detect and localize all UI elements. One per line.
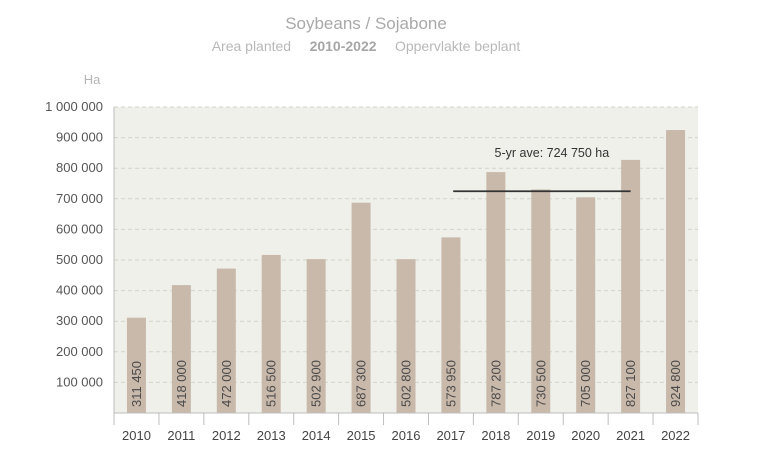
bar-2018 <box>486 172 506 413</box>
data-label-2013: 516 500 <box>264 360 279 407</box>
x-tick-label: 2013 <box>257 428 286 443</box>
data-label-2015: 687 300 <box>354 360 369 407</box>
bar-2012 <box>216 268 236 413</box>
data-label-2014: 502 900 <box>309 360 324 407</box>
y-tick-label: 900 000 <box>56 130 103 145</box>
x-tick-label: 2021 <box>616 428 645 443</box>
x-tick-label: 2019 <box>526 428 555 443</box>
x-tick-label: 2014 <box>302 428 331 443</box>
bar-2014 <box>306 259 326 413</box>
average-label: 5-yr ave: 724 750 ha <box>495 146 610 160</box>
x-tick-label: 2012 <box>212 428 241 443</box>
chart-subtitle: Area planted 2010-2022 Oppervlakte bepla… <box>212 38 521 55</box>
bar-2019 <box>531 189 551 413</box>
data-label-2021: 827 100 <box>623 360 638 407</box>
y-tick-label: 700 000 <box>56 191 103 206</box>
subtitle-years: 2010-2022 <box>310 38 377 54</box>
x-tick-label: 2015 <box>347 428 376 443</box>
bar-2015 <box>351 202 371 413</box>
average-annotation: 5-yr ave: 724 750 ha <box>453 146 631 193</box>
y-tick-label: 400 000 <box>56 283 103 298</box>
x-tick-label: 2016 <box>392 428 421 443</box>
y-tick-label: 800 000 <box>56 160 103 175</box>
subtitle-oppervlakte: Oppervlakte beplant <box>395 38 520 54</box>
y-tick-label: 200 000 <box>56 344 103 359</box>
gridlines <box>114 106 698 383</box>
y-tick-label: 300 000 <box>56 313 103 328</box>
bar-2017 <box>441 237 461 413</box>
bar-2011 <box>171 285 191 413</box>
y-axis: 100 000 200 000 300 000 400 000 500 000 600 0… <box>45 99 115 413</box>
bar-2020 <box>576 197 596 413</box>
y-unit-label: Ha <box>84 72 101 87</box>
y-tick-label: 100 000 <box>56 374 103 389</box>
data-label-2010: 311 450 <box>129 361 144 407</box>
x-tick-label: 2017 <box>436 428 465 443</box>
y-tick-label: 500 000 <box>56 252 103 267</box>
y-tick-label: 1 000 000 <box>45 99 103 114</box>
bar-2010 <box>126 317 146 413</box>
x-tick-label: 2020 <box>571 428 600 443</box>
x-axis: 2010 2011 2012 2013 2014 2015 2016 2017 2018 2019… <box>113 412 699 443</box>
data-label-2020: 705 000 <box>578 360 593 407</box>
x-tick-label: 2010 <box>122 428 151 443</box>
data-label-2019: 730 500 <box>533 360 548 407</box>
data-label-2017: 573 950 <box>443 360 458 407</box>
y-tick-label: 600 000 <box>56 221 103 236</box>
chart-title: Soybeans / Sojabone <box>285 14 447 33</box>
bar-2013 <box>261 254 281 413</box>
bar-2021 <box>621 159 641 413</box>
data-label-2018: 787 200 <box>488 360 503 407</box>
bars: 311 450 418 000 472 000 516 500 502 900 687 3… <box>126 130 686 413</box>
x-tick-label: 2022 <box>661 428 690 443</box>
x-tick-label: 2011 <box>167 428 195 443</box>
bar-2016 <box>396 259 416 413</box>
data-label-2022: 924 800 <box>668 360 683 407</box>
data-label-2011: 418 000 <box>174 360 189 407</box>
data-label-2016: 502 800 <box>399 360 414 407</box>
x-tick-label: 2018 <box>481 428 510 443</box>
data-label-2012: 472 000 <box>219 360 234 407</box>
subtitle-area-planted: Area planted <box>212 38 291 54</box>
bar-2022 <box>666 130 686 413</box>
